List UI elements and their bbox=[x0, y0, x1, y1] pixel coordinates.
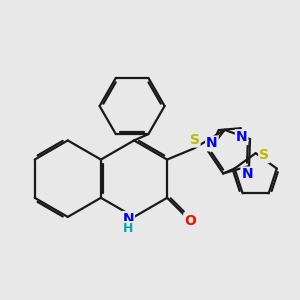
Text: N: N bbox=[236, 130, 248, 144]
Text: N: N bbox=[241, 167, 253, 182]
Text: N: N bbox=[122, 212, 134, 226]
Text: H: H bbox=[123, 222, 134, 235]
Text: S: S bbox=[190, 133, 200, 147]
Text: S: S bbox=[259, 148, 269, 162]
Text: O: O bbox=[184, 214, 196, 228]
Text: N: N bbox=[206, 136, 218, 151]
